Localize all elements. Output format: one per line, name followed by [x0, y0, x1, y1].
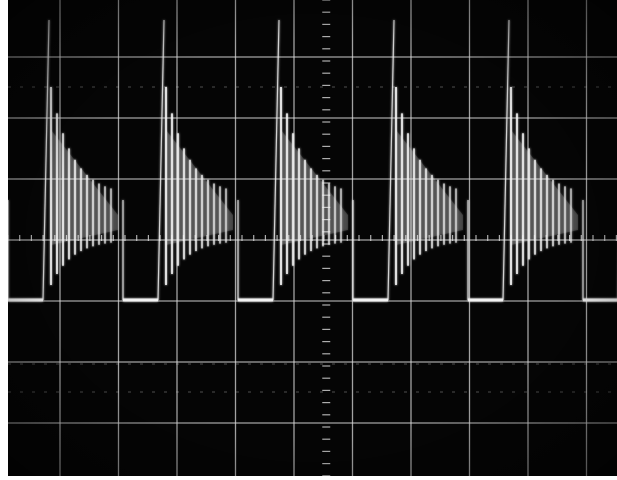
oscilloscope-screen [8, 0, 617, 476]
screen-vignette [8, 0, 617, 476]
oscilloscope-display [8, 0, 617, 476]
